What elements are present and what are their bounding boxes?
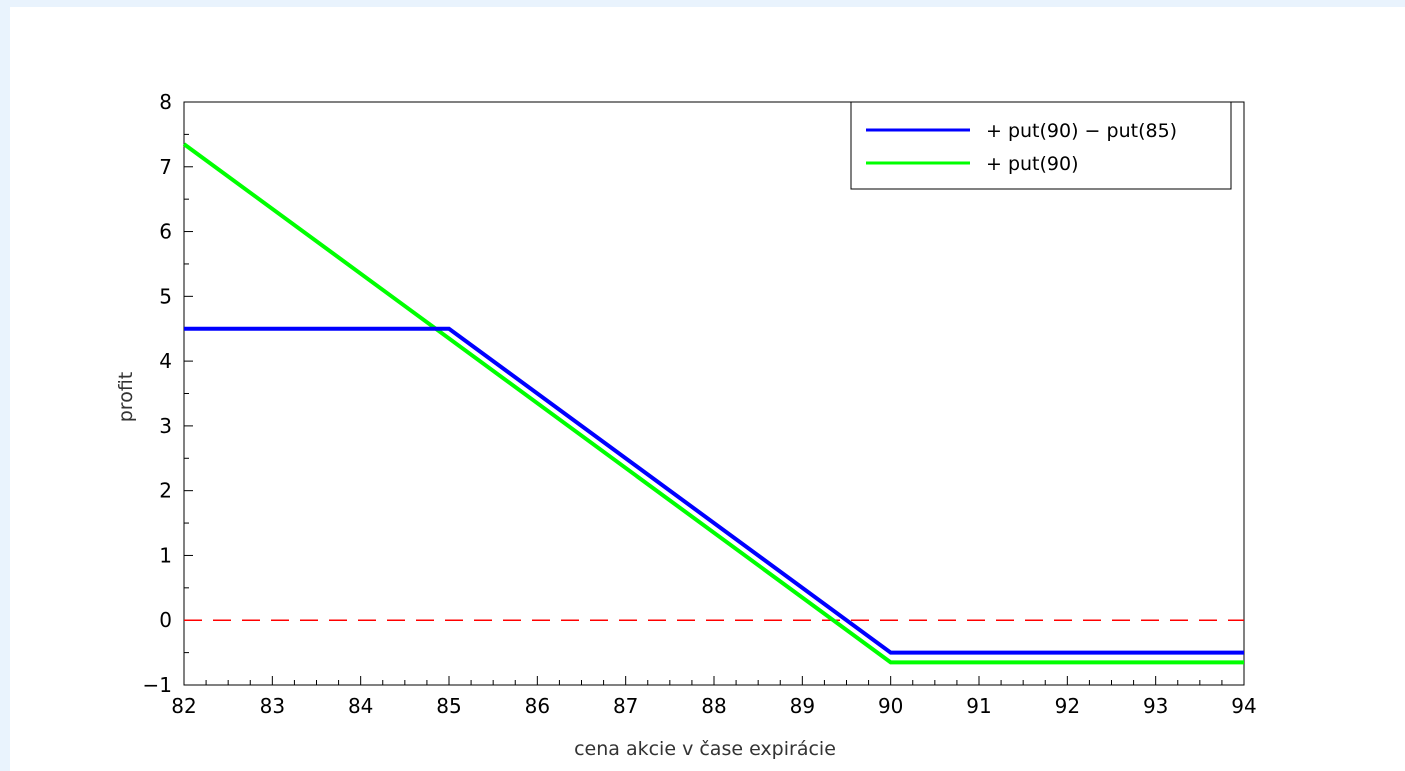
y-tick-label: 4	[159, 349, 172, 373]
x-axis: 82 83 84 85 86 87 88 89 90 91 92 93 94	[171, 676, 1257, 718]
legend-label-2: + put(90)	[986, 153, 1079, 175]
y-tick-label: 7	[159, 155, 172, 179]
x-tick-label: 85	[436, 694, 461, 718]
x-tick-label: 82	[171, 694, 196, 718]
series-line-1	[184, 326, 1244, 655]
y-tick-label: 1	[159, 543, 172, 567]
x-tick-label: 92	[1055, 694, 1080, 718]
x-tick-label: 89	[790, 694, 815, 718]
y-tick-label: 3	[159, 414, 172, 438]
y-tick-label: 0	[159, 608, 172, 632]
x-tick-label: 84	[348, 694, 373, 718]
legend: + put(90) − put(85) + put(90)	[850, 101, 1232, 190]
x-tick-label: 86	[525, 694, 550, 718]
x-tick-label: 93	[1143, 694, 1168, 718]
y-tick-label: −1	[143, 673, 172, 697]
y-axis-title: profit	[115, 372, 137, 423]
y-tick-label: 8	[159, 90, 172, 114]
y-tick-label: 5	[159, 284, 172, 308]
x-tick-label: 88	[701, 694, 726, 718]
legend-label-1: + put(90) − put(85)	[986, 120, 1177, 142]
x-axis-title: cena akcie v čase expirácie	[574, 738, 836, 760]
y-axis: −1 0 1 2 3 4 5 6 7 8	[143, 90, 193, 697]
chart-frame: −1 0 1 2 3 4 5 6 7 8 82 83 84 85 86 87 88 89 90 91 92 93 94 c…	[10, 7, 1405, 771]
x-tick-label: 83	[260, 694, 285, 718]
y-tick-label: 2	[159, 479, 172, 503]
series-line-2	[182, 142, 1244, 665]
x-tick-label: 91	[966, 694, 991, 718]
x-tick-label: 94	[1231, 694, 1256, 718]
x-tick-label: 87	[613, 694, 638, 718]
legend-box	[850, 101, 1232, 190]
y-tick-label: 6	[159, 220, 172, 244]
x-tick-label: 90	[878, 694, 903, 718]
series-group	[182, 142, 1244, 665]
line-chart: −1 0 1 2 3 4 5 6 7 8 82 83 84 85 86 87 88 89 90 91 92 93 94 c…	[115, 90, 1257, 760]
